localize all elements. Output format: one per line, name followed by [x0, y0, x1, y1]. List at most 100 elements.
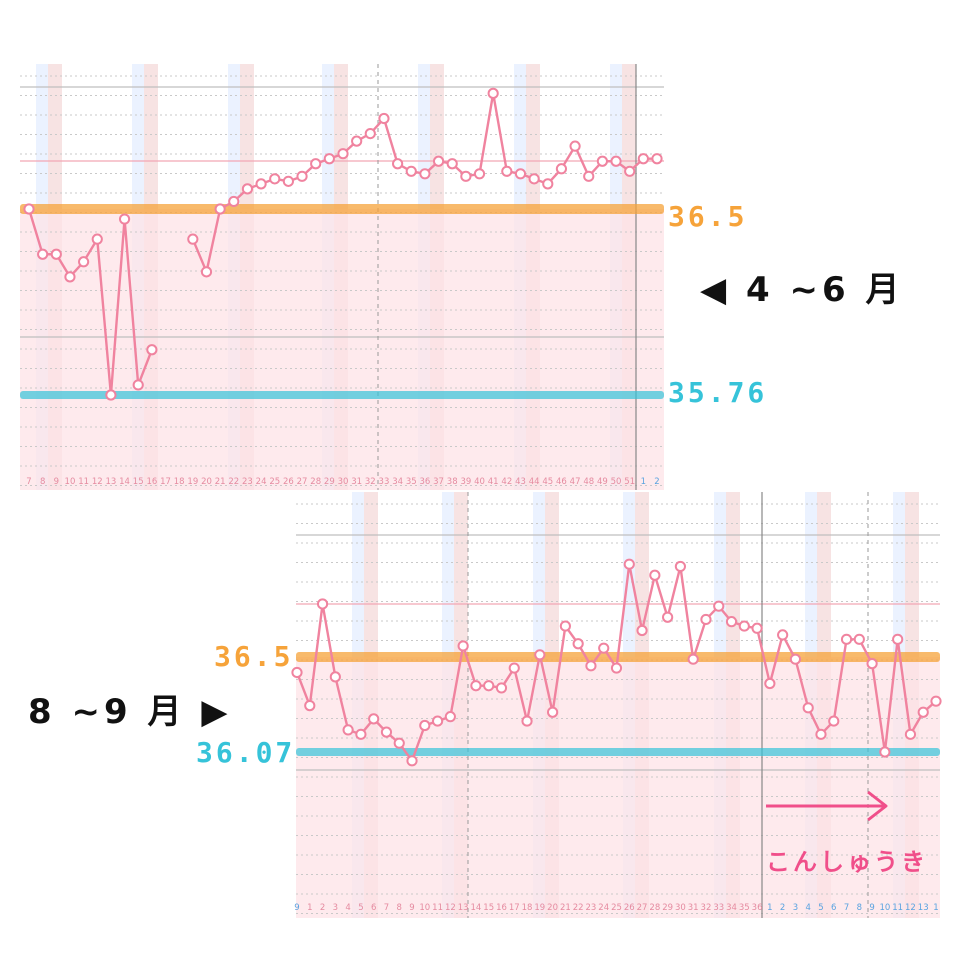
x-tick-label: 48	[583, 477, 594, 487]
data-point	[674, 560, 687, 573]
data-point	[431, 715, 444, 727]
data-point	[342, 724, 354, 736]
x-tick-label: 2	[780, 903, 785, 913]
data-point	[777, 629, 789, 641]
x-tick-label: 10	[419, 903, 430, 913]
x-tick-label: 33	[379, 477, 390, 487]
x-tick-label: 19	[534, 903, 545, 913]
x-tick-label: 23	[586, 903, 597, 913]
data-point	[118, 213, 131, 225]
x-tick-label: 4	[345, 903, 350, 913]
x-tick-label: 1	[641, 477, 646, 487]
data-point	[651, 153, 663, 165]
data-point	[214, 203, 226, 215]
data-point	[296, 170, 308, 182]
chart-april-june: 7 8 9 10 11 12 13 14 15 16 17 18 19 20 21 22 23 24 25 26 27 2…	[20, 64, 664, 490]
x-tick-label: 34	[726, 903, 737, 913]
data-point	[78, 256, 90, 268]
data-point	[228, 195, 240, 208]
x-tick-label: 34	[392, 477, 403, 487]
data-point	[23, 203, 35, 215]
period-label-aug-sep: 8 ~9 月 ▶	[28, 692, 232, 732]
x-tick-label: 25	[269, 477, 280, 487]
data-point	[840, 633, 853, 645]
x-tick-label: 27	[297, 477, 308, 487]
x-tick-label: 10	[879, 903, 890, 913]
note-arrow-head	[867, 790, 888, 822]
x-tick-label: 43	[515, 477, 526, 487]
data-point	[255, 178, 267, 190]
data-point	[419, 168, 431, 180]
data-point	[598, 642, 610, 654]
data-point	[393, 737, 405, 749]
x-tick-label: 18	[522, 903, 533, 913]
data-point	[304, 700, 316, 712]
x-tick-label: 24	[598, 903, 609, 913]
x-tick-label: 35	[739, 903, 750, 913]
x-tick-label: 31	[351, 477, 362, 487]
x-tick-label: 32	[365, 477, 376, 487]
x-tick-label: 20	[201, 477, 212, 487]
x-tick-label: 35	[406, 477, 417, 487]
x-tick-label: 47	[570, 477, 581, 487]
x-tick-label: 30	[675, 903, 686, 913]
x-tick-label: 32	[701, 903, 712, 913]
x-tick-label: 5	[818, 903, 823, 913]
data-point	[725, 616, 738, 628]
x-tick-label: 9	[869, 903, 874, 913]
x-tick-label: 16	[146, 477, 157, 487]
data-point	[542, 178, 554, 190]
data-point	[569, 140, 581, 152]
data-point	[636, 624, 648, 637]
data-point	[583, 170, 595, 182]
x-tick-label: 13	[105, 477, 116, 487]
x-tick-label: 18	[174, 477, 185, 487]
data-point	[446, 158, 458, 170]
data-point	[291, 666, 303, 679]
x-tick-label: 11	[892, 903, 903, 913]
data-point	[853, 633, 865, 645]
x-tick-label: 22	[228, 477, 239, 487]
x-tick-label: 33	[713, 903, 724, 913]
data-point	[866, 658, 878, 670]
x-tick-label: 31	[688, 903, 699, 913]
data-point	[687, 653, 699, 665]
x-tick-label: 14	[119, 477, 130, 487]
data-point	[460, 170, 472, 182]
data-point	[368, 713, 380, 725]
x-tick-label: 8	[40, 477, 45, 487]
x-tick-label: 12	[905, 903, 916, 913]
x-tick-label: 13	[918, 903, 929, 913]
data-point	[508, 662, 520, 674]
data-point	[534, 649, 546, 661]
x-tick-label: 11	[78, 477, 89, 487]
x-tick-label: 28	[310, 477, 321, 487]
x-tick-label: 9	[54, 477, 59, 487]
x-tick-label: 10	[65, 477, 76, 487]
low-temp-label-2: 36.07	[196, 736, 296, 769]
x-tick-label: 29	[662, 903, 673, 913]
x-tick-label: 2	[654, 477, 659, 487]
x-tick-label: 30	[338, 477, 349, 487]
data-point	[521, 715, 533, 727]
x-tick-label: 7	[384, 903, 389, 913]
data-point	[555, 163, 568, 175]
x-tick-label: 39	[460, 477, 471, 487]
x-tick-label: 9	[409, 903, 414, 913]
data-point	[624, 165, 636, 177]
data-point	[405, 165, 417, 177]
x-tick-label: 7	[844, 903, 849, 913]
x-tick-label: 22	[573, 903, 584, 913]
data-point	[457, 640, 469, 652]
x-tick-label: 17	[509, 903, 520, 913]
data-point	[610, 155, 622, 167]
x-tick-label: 50	[611, 477, 622, 487]
data-point	[930, 695, 942, 707]
x-tick-label: 51	[624, 477, 635, 487]
low-temp-label-1: 35.76	[668, 376, 768, 409]
data-point	[713, 600, 725, 612]
period-label-apr-jun: ◀ 4 ~6 月	[700, 270, 904, 310]
x-tick-label: 38	[447, 477, 458, 487]
x-tick-label: 14	[471, 903, 482, 913]
